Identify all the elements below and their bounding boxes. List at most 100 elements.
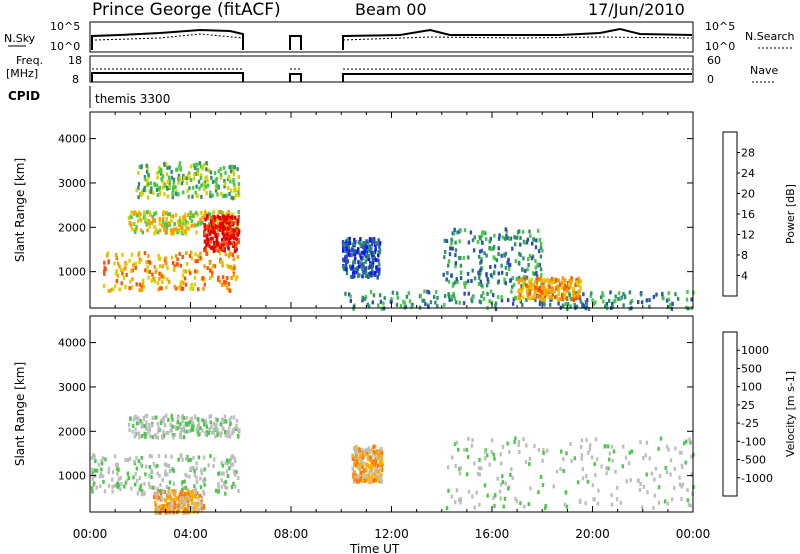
power-cell (170, 255, 174, 260)
velocity-cell (471, 438, 474, 443)
velocity-cell (190, 501, 194, 506)
power-cell (186, 188, 189, 193)
power-cell (182, 176, 186, 181)
power-cell (231, 241, 234, 246)
velocity-cell (174, 425, 177, 430)
velocity-cell (195, 480, 199, 484)
power-cell (496, 295, 500, 300)
power-cell (485, 237, 488, 242)
velocity-cell (689, 503, 692, 508)
power-cell (168, 184, 171, 189)
power-cell (175, 167, 178, 172)
power-cell (521, 303, 524, 307)
power-cell (175, 189, 178, 194)
power-cell (363, 297, 367, 301)
power-cell (185, 176, 188, 181)
power-cell (206, 183, 210, 188)
power-cell (224, 252, 227, 257)
velocity-cell (183, 424, 186, 429)
velocity-cell (173, 493, 177, 498)
velocity-cell (95, 485, 98, 490)
velocity-cell (232, 454, 235, 459)
velocity-cell (164, 469, 167, 474)
power-cell (479, 300, 483, 305)
power-cell (478, 249, 482, 254)
velocity-cell (381, 462, 384, 467)
velocity-cell (458, 467, 461, 471)
power-cell (508, 267, 511, 272)
velocity-cell (446, 465, 450, 470)
power-cell (374, 241, 377, 245)
power-cell (204, 227, 207, 231)
power-cell (225, 193, 228, 198)
power-cell (629, 300, 632, 305)
power-cell (200, 194, 203, 199)
power-cell (670, 306, 673, 311)
power-cell (165, 185, 169, 190)
power-cell (494, 303, 497, 308)
velocity-cell (454, 500, 457, 505)
power-cell (184, 269, 187, 274)
power-cell (165, 221, 168, 226)
velocity-cell (380, 468, 384, 473)
power-cell (165, 261, 168, 266)
velocity-cell (539, 475, 543, 479)
power-cell (195, 230, 198, 235)
velocity-cell (139, 484, 142, 489)
power-cell (379, 293, 382, 298)
velocity-cell (358, 466, 361, 471)
velocity-cell (162, 419, 165, 424)
power-cell (470, 279, 473, 283)
velocity-cell (150, 454, 153, 459)
velocity-cell (219, 433, 223, 438)
power-cell (423, 298, 426, 303)
power-cell (237, 238, 240, 243)
power-cell (523, 240, 527, 245)
power-cell (230, 234, 233, 239)
power-cell (377, 304, 380, 309)
velocity-cell (157, 489, 160, 494)
power-cell (482, 230, 485, 235)
power-cell (162, 185, 165, 190)
power-cell (165, 162, 168, 167)
velocity-cell (169, 422, 172, 427)
power-cell (181, 286, 185, 291)
velocity-cell (671, 497, 674, 502)
velocity-cell (155, 435, 158, 440)
power-cell (216, 192, 219, 197)
velocity-cell (178, 493, 181, 498)
power-cell (486, 283, 489, 288)
freq-tick-top: 18 (68, 54, 82, 67)
velocity-cell (230, 485, 234, 489)
velocity-cell (364, 474, 367, 479)
power-cell (451, 231, 454, 236)
power-cell (141, 278, 145, 283)
power-cell (171, 260, 175, 265)
velocity-cell (358, 478, 362, 482)
velocity-cell (181, 480, 184, 485)
power-cell (517, 275, 521, 280)
velocity-cell (368, 457, 371, 462)
velocity-cell (467, 489, 471, 494)
freq-trace (91, 72, 692, 82)
velocity-cell (138, 476, 141, 481)
power-cell (569, 296, 572, 301)
velocity-cell (517, 440, 521, 444)
velocity-cell (234, 459, 237, 464)
velocity-cell (364, 462, 367, 467)
power-cell (137, 210, 141, 215)
velocity-cell (119, 475, 122, 480)
power-cell (538, 287, 541, 292)
power-cell (376, 274, 379, 279)
velocity-cell (232, 481, 235, 486)
power-cell (123, 265, 127, 270)
velocity-cell (193, 469, 196, 474)
velocity-cell (127, 476, 131, 481)
power-cell (103, 271, 106, 276)
power-cell (532, 237, 535, 242)
power-cell (637, 300, 640, 304)
power-cell (535, 270, 538, 275)
power-cell (190, 256, 194, 261)
power-cell (506, 260, 509, 265)
